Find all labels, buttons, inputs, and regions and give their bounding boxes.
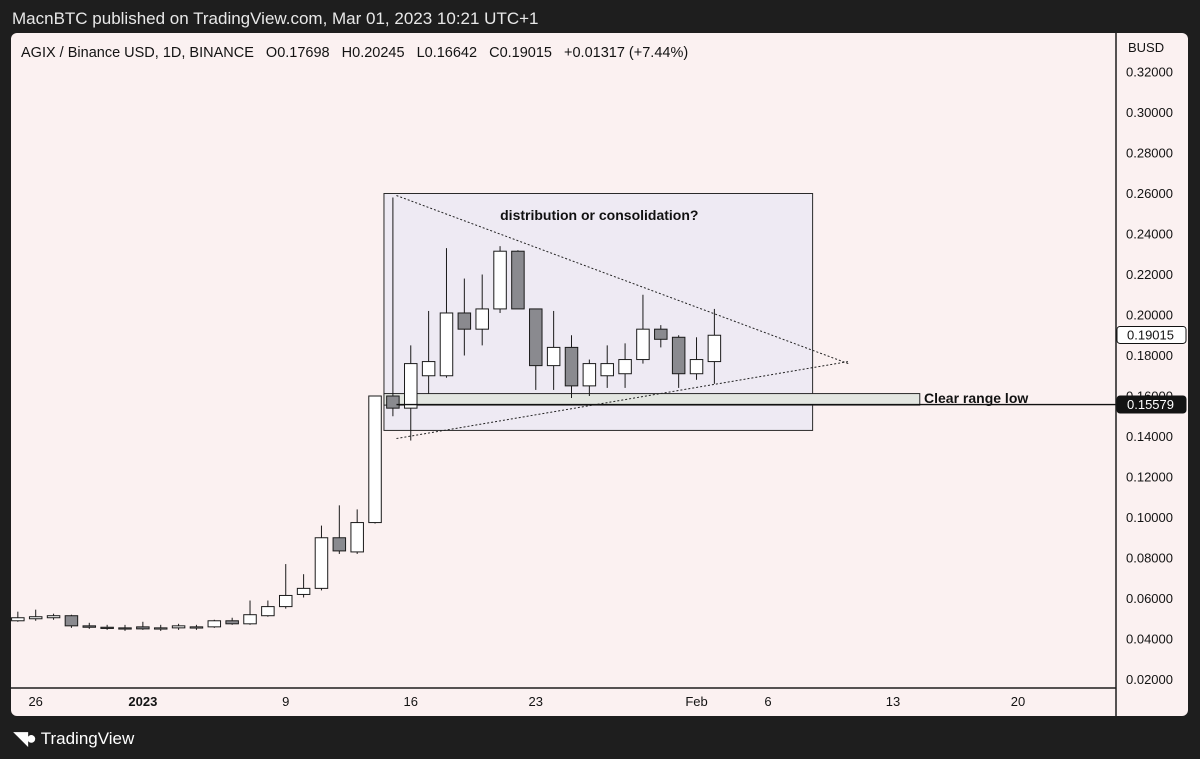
ohlc-low: L0.16642 — [417, 45, 477, 61]
bullish-candle — [368, 395, 382, 524]
bearish-candle — [82, 625, 97, 628]
brand-name: TradingView — [40, 728, 135, 748]
bullish-candle — [350, 522, 364, 553]
ohlc-open: O0.17698 — [266, 45, 330, 61]
bullish-candle — [600, 363, 614, 377]
price-tick-label: 0.26000 — [1126, 186, 1173, 201]
ohlc-close: C0.19015 — [489, 45, 552, 61]
time-tick-label: 6 — [764, 694, 771, 709]
current-price-marker — [1116, 325, 1187, 344]
time-tick-label: 13 — [886, 694, 900, 709]
bullish-candle — [493, 250, 507, 310]
bullish-candle — [11, 617, 25, 622]
bearish-candle — [64, 615, 79, 627]
time-tick-label: 26 — [28, 694, 42, 709]
price-tick-label: 0.32000 — [1126, 65, 1173, 80]
bullish-candle — [46, 615, 61, 619]
bullish-candle — [475, 308, 489, 330]
bullish-candle — [618, 359, 632, 375]
bullish-candle — [314, 537, 329, 589]
bullish-candle — [153, 627, 168, 630]
bullish-candle — [439, 312, 454, 377]
range-box-label: distribution or consolidation? — [500, 207, 698, 223]
bullish-candle — [582, 363, 597, 387]
price-tick-label: 0.08000 — [1126, 551, 1173, 566]
symbol-line: AGIX / Binance USD, 1D, BINANCE — [21, 45, 254, 61]
price-tick-label: 0.06000 — [1126, 591, 1173, 606]
currency-label: BUSD — [1128, 40, 1164, 55]
bullish-candle — [546, 346, 561, 367]
price-tick-label: 0.22000 — [1126, 267, 1173, 282]
price-tick-label: 0.10000 — [1126, 510, 1173, 525]
bearish-candle — [386, 395, 400, 409]
time-tick-label: 2023 — [128, 694, 157, 709]
bullish-candle — [707, 334, 722, 363]
bearish-candle — [118, 627, 132, 630]
candles-layer — [11, 197, 722, 631]
bearish-candle — [671, 336, 686, 375]
bullish-candle — [636, 328, 650, 361]
price-tick-label: 0.18000 — [1126, 348, 1173, 363]
time-tick-label: 23 — [529, 694, 543, 709]
price-tick-label: 0.20000 — [1126, 308, 1173, 323]
time-axis[interactable]: 26 2023 9 16 23 Feb 6 13 20 — [28, 694, 1025, 709]
bearish-candle — [100, 626, 114, 629]
bearish-candle — [511, 250, 525, 310]
ohlc-high: H0.20245 — [342, 45, 405, 61]
price-tick-label: 0.04000 — [1126, 632, 1173, 647]
price-tick-label: 0.14000 — [1126, 429, 1173, 444]
bearish-candle — [564, 346, 579, 387]
bearish-candle — [225, 620, 239, 625]
price-tick-label: 0.24000 — [1126, 227, 1173, 242]
time-tick-label: 9 — [282, 694, 289, 709]
annotation-layer: distribution or consolidation? Clear rang… — [396, 195, 1116, 440]
price-axis[interactable]: 0.32000 0.30000 0.28000 0.26000 0.24000 0.220… — [1116, 65, 1187, 688]
bullish-candle — [171, 625, 186, 629]
range-low-label: Clear range low — [924, 390, 1028, 406]
bearish-candle — [332, 537, 347, 552]
tradingview-logo-icon: ◥● — [14, 728, 37, 748]
bullish-candle — [207, 620, 222, 628]
ohlc-change: +0.01317 (+7.44%) — [564, 45, 688, 61]
range-box-layer — [383, 193, 921, 431]
tradingview-logo[interactable]: ◥● TradingView — [14, 728, 134, 749]
publisher-header: MacnBTC published on TradingView.com, Ma… — [12, 9, 539, 28]
bullish-candle — [243, 614, 257, 625]
price-tick-label: 0.12000 — [1126, 470, 1173, 485]
bearish-candle — [457, 312, 472, 330]
bearish-candle — [654, 328, 668, 340]
symbol-info: AGIX / Binance USD, 1D, BINANCE O0.17698… — [21, 45, 688, 61]
bullish-candle — [261, 606, 275, 617]
price-tick-label: 0.30000 — [1126, 105, 1173, 120]
range-low-box — [383, 393, 921, 406]
bearish-candle — [136, 626, 150, 630]
bullish-candle — [296, 587, 311, 595]
bullish-candle — [689, 359, 704, 375]
bullish-candle — [278, 594, 293, 608]
bullish-candle — [189, 626, 204, 629]
bullish-candle — [421, 361, 436, 377]
price-tick-label: 0.02000 — [1126, 672, 1173, 687]
bullish-candle — [404, 363, 418, 409]
price-marker-label: 0.19015 — [1127, 327, 1174, 342]
lower-trendline — [396, 361, 849, 440]
time-tick-label: Feb — [685, 694, 707, 709]
price-marker-label: 0.15579 — [1127, 397, 1174, 412]
bearish-candle — [529, 308, 543, 367]
upper-trendline — [396, 195, 849, 365]
bullish-candle — [28, 616, 43, 620]
time-tick-label: 20 — [1011, 694, 1025, 709]
range-box — [383, 193, 814, 431]
level-price-marker — [1116, 395, 1187, 414]
price-tick-label: 0.28000 — [1126, 146, 1173, 161]
time-tick-label: 16 — [404, 694, 418, 709]
